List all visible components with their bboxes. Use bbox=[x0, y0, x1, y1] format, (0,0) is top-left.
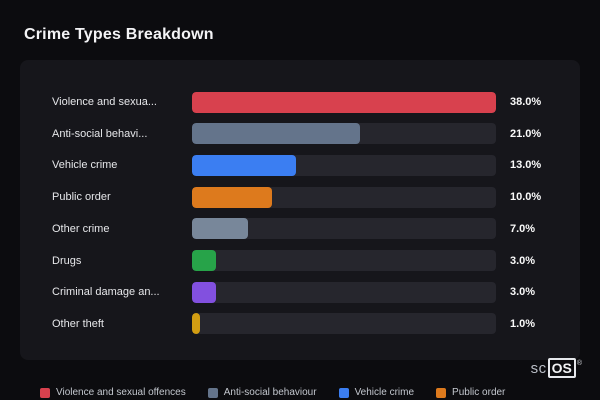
legend-swatch-icon bbox=[338, 387, 349, 398]
chart-row: Drugs 3.0% bbox=[52, 249, 552, 273]
registered-mark: ® bbox=[576, 360, 582, 367]
chart-row: Criminal damage an... 3.0% bbox=[52, 280, 552, 304]
bar[interactable] bbox=[192, 123, 360, 145]
chart-row: Other theft 1.0% bbox=[52, 312, 552, 336]
legend-item[interactable]: Anti-social behaviour bbox=[207, 387, 317, 398]
legend-item[interactable]: Violence and sexual offences bbox=[40, 387, 186, 398]
value-label: 38.0% bbox=[510, 96, 542, 108]
legend-item[interactable]: Vehicle crime bbox=[338, 387, 415, 398]
value-label: 1.0% bbox=[510, 317, 536, 330]
bar-track bbox=[192, 123, 496, 145]
category-label: Public order bbox=[52, 191, 111, 204]
bar[interactable] bbox=[192, 186, 272, 208]
chart-row: Violence and sexua... 38.0% bbox=[52, 90, 552, 114]
bar-track bbox=[192, 281, 496, 303]
bar-track bbox=[192, 313, 496, 335]
chart-row: Public order 10.0% bbox=[52, 185, 552, 209]
legend-label: Violence and sexual offences bbox=[56, 387, 186, 398]
chart-row: Anti-social behavi... 21.0% bbox=[52, 122, 552, 146]
legend-swatch-icon bbox=[436, 387, 447, 398]
category-label: Criminal damage an... bbox=[52, 286, 160, 299]
bar[interactable] bbox=[192, 154, 296, 176]
logo-text-sc: sc bbox=[530, 360, 547, 377]
category-label: Other theft bbox=[52, 317, 104, 330]
legend-item[interactable]: Public order bbox=[436, 387, 505, 398]
value-label: 21.0% bbox=[510, 127, 542, 140]
legend-label: Public order bbox=[452, 387, 506, 398]
value-label: 3.0% bbox=[510, 286, 536, 299]
chart-row: Vehicle crime 13.0% bbox=[52, 153, 552, 177]
chart-row: Other crime 7.0% bbox=[52, 217, 552, 241]
bar-track bbox=[192, 91, 496, 113]
category-label: Anti-social behavi... bbox=[52, 127, 148, 140]
category-label: Other crime bbox=[52, 222, 110, 235]
category-label: Drugs bbox=[52, 254, 82, 267]
value-label: 7.0% bbox=[510, 222, 536, 235]
legend-swatch-icon bbox=[207, 387, 218, 398]
value-label: 10.0% bbox=[510, 191, 542, 204]
bar-track bbox=[192, 250, 496, 272]
bar[interactable] bbox=[192, 218, 248, 240]
value-label: 3.0% bbox=[510, 254, 536, 267]
bar-track bbox=[192, 186, 496, 208]
bar[interactable] bbox=[192, 281, 216, 303]
legend-label: Vehicle crime bbox=[354, 387, 415, 398]
category-label: Violence and sexua... bbox=[52, 96, 157, 108]
category-label: Vehicle crime bbox=[52, 159, 118, 172]
logo-text-os: OS bbox=[547, 358, 576, 378]
chart-panel: Violence and sexua... 38.0% Anti-social be… bbox=[20, 60, 580, 360]
bar-track bbox=[192, 218, 496, 240]
bar-chart: Violence and sexua... 38.0% Anti-social be… bbox=[52, 90, 552, 336]
page-title: Crime Types Breakdown bbox=[24, 26, 214, 43]
legend-swatch-icon bbox=[40, 387, 50, 398]
legend-label: Anti-social behaviour bbox=[223, 387, 317, 398]
legend: Violence and sexual offences Anti-social … bbox=[40, 387, 505, 398]
scos-logo: sc OS ® bbox=[531, 358, 582, 378]
bar[interactable] bbox=[192, 313, 200, 335]
value-label: 13.0% bbox=[510, 159, 542, 172]
bar[interactable] bbox=[192, 250, 216, 272]
bar[interactable] bbox=[192, 91, 496, 113]
bar-track bbox=[192, 154, 496, 176]
